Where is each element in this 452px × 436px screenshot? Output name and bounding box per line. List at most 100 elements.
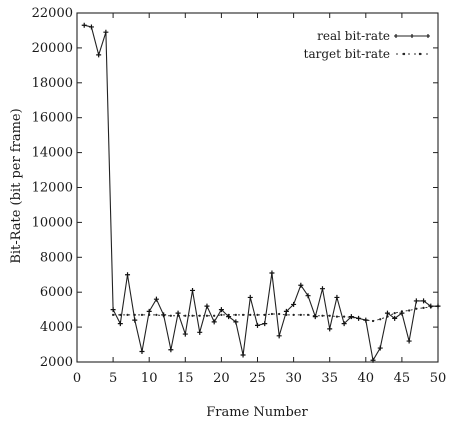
y-tick-label: 20000 [32,41,73,56]
y-axis-label: Bit-Rate (bit per frame) [9,108,24,263]
target-point [321,314,324,317]
series-line-target [113,305,439,322]
x-tick-label: 45 [394,371,411,386]
x-tick-label: 35 [321,371,338,386]
target-point [371,319,375,323]
real-point [211,319,217,325]
real-point [103,29,109,35]
real-point [312,314,318,320]
real-point [327,326,333,332]
real-point [319,286,325,292]
target-point [234,313,237,316]
legend-marker-target [418,52,422,56]
real-point [117,321,123,327]
target-point [379,318,382,321]
real-point [363,317,369,323]
real-point [161,312,167,318]
real-point [139,349,145,355]
legend: real bit-rate target bit-rate [304,29,430,61]
y-axis-ticks: 2000 4000 6000 8000 10000 12000 14000 16000 1800… [32,6,438,370]
real-point [125,272,131,278]
target-point [241,313,245,316]
target-point [408,309,411,312]
x-axis-ticks: 0 5 10 15 20 25 30 35 40 45 50 [73,13,446,386]
x-tick-label: 5 [109,371,117,386]
real-point [334,294,340,300]
plot-frame [76,12,439,363]
legend-marker-real [426,34,430,38]
series-line-real [84,24,438,362]
target-point [220,313,223,316]
plot-border [76,12,439,363]
target-point [335,315,339,318]
real-point [421,298,427,304]
real-point [291,301,297,307]
real-point [399,310,405,316]
real-point [247,294,253,300]
target-point [198,314,201,317]
real-point [276,333,282,339]
legend-marker-target [402,52,406,56]
legend-marker-real [394,34,398,38]
target-point [249,313,252,316]
target-point [140,313,144,316]
y-tick-label: 12000 [32,181,73,196]
real-point [428,303,434,309]
target-point [205,314,209,317]
target-point [422,306,425,310]
legend-label-target: target bit-rate [304,47,390,61]
real-point [81,22,87,28]
x-tick-label: 15 [177,371,194,386]
y-tick-label: 2000 [40,355,73,370]
real-point [226,314,232,320]
real-point [88,24,94,30]
legend-label-real: real bit-rate [317,29,390,43]
real-point [435,303,441,309]
real-point [255,322,260,328]
real-point [370,357,376,363]
target-point [184,314,187,317]
real-point [190,287,196,293]
real-point [283,308,289,314]
real-point [298,282,304,288]
target-point [328,314,331,317]
y-tick-label: 6000 [40,285,73,300]
x-tick-label: 20 [213,371,230,386]
real-point [262,321,268,327]
real-point [96,52,102,58]
target-point [270,312,274,316]
x-tick-label: 10 [141,371,158,386]
real-point [182,331,188,337]
y-tick-label: 8000 [40,250,73,265]
y-tick-label: 22000 [32,6,73,21]
x-tick-label: 30 [285,371,302,386]
target-point [343,315,346,318]
real-point [240,352,246,358]
real-point [110,307,116,313]
series-layer [81,22,441,363]
x-axis-label: Frame Number [206,405,308,420]
target-point [256,313,259,316]
target-point [278,312,281,316]
real-point [153,296,159,302]
x-tick-label: 40 [358,371,375,386]
real-point [413,298,419,304]
target-point [155,313,158,316]
real-point [233,319,239,325]
real-point [341,321,347,327]
target-point [213,314,216,317]
y-tick-label: 10000 [32,215,73,230]
target-point [119,313,122,316]
real-point [269,270,275,276]
real-point [384,310,390,316]
target-point [393,312,396,315]
real-point [218,307,224,313]
x-tick-label: 0 [73,371,81,386]
real-point [146,308,152,314]
real-point [377,345,383,351]
x-tick-label: 25 [249,371,266,386]
target-point [299,313,302,316]
real-point [356,315,362,321]
